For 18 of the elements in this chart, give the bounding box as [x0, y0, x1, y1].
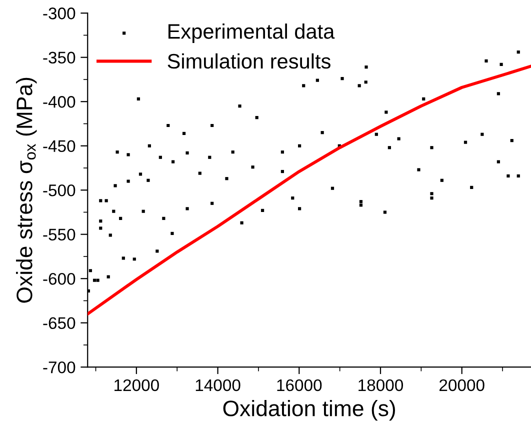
y-tick-label: -300 — [43, 8, 76, 20]
x-axis-title: Oxidation time (s) — [223, 400, 395, 421]
y-tick-label: -600 — [43, 272, 76, 285]
x-tick-label: 14000 — [196, 379, 240, 392]
y-tick-label: -550 — [43, 228, 76, 241]
y-tick-label: -650 — [43, 317, 76, 330]
y-tick-label: -350 — [43, 52, 76, 64]
y-tick-label: -450 — [43, 140, 76, 152]
y-tick-label: -500 — [43, 184, 76, 196]
y-axis-title: Oxide stress σ$_{ox}$ (MPa) — [16, 78, 37, 303]
legend-label: Simulation results — [168, 53, 330, 69]
x-tick-label: 12000 — [114, 379, 159, 392]
x-tick-label: 20000 — [440, 379, 484, 392]
y-tick-label: -700 — [43, 361, 76, 374]
x-tick-label: 16000 — [277, 379, 322, 392]
legend-label: Experimental data — [168, 24, 335, 43]
y-tick-label: -400 — [43, 96, 76, 108]
x-tick-label: 18000 — [358, 379, 404, 392]
